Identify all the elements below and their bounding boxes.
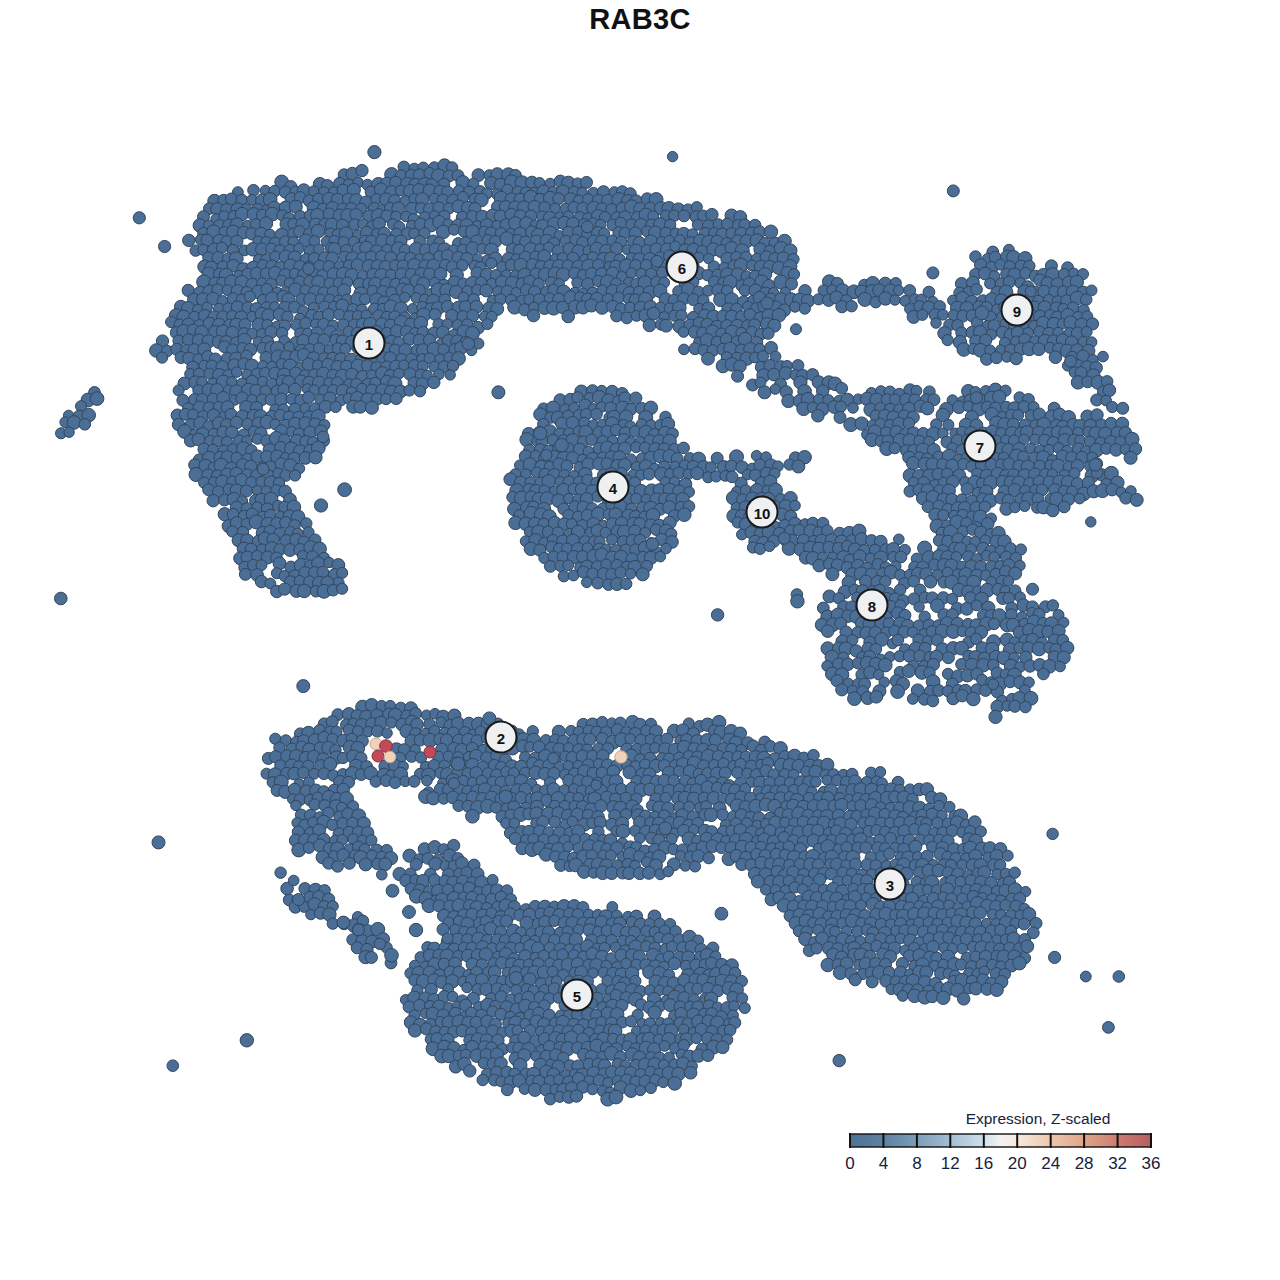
svg-text:Expression, Z-scaled: Expression, Z-scaled: [966, 1110, 1111, 1127]
svg-text:12: 12: [941, 1154, 960, 1173]
svg-text:20: 20: [1008, 1154, 1027, 1173]
svg-text:4: 4: [879, 1154, 888, 1173]
svg-text:32: 32: [1108, 1154, 1127, 1173]
svg-text:24: 24: [1041, 1154, 1060, 1173]
svg-text:28: 28: [1075, 1154, 1094, 1173]
svg-text:36: 36: [1142, 1154, 1161, 1173]
svg-text:0: 0: [845, 1154, 854, 1173]
svg-text:16: 16: [974, 1154, 993, 1173]
svg-text:8: 8: [912, 1154, 921, 1173]
